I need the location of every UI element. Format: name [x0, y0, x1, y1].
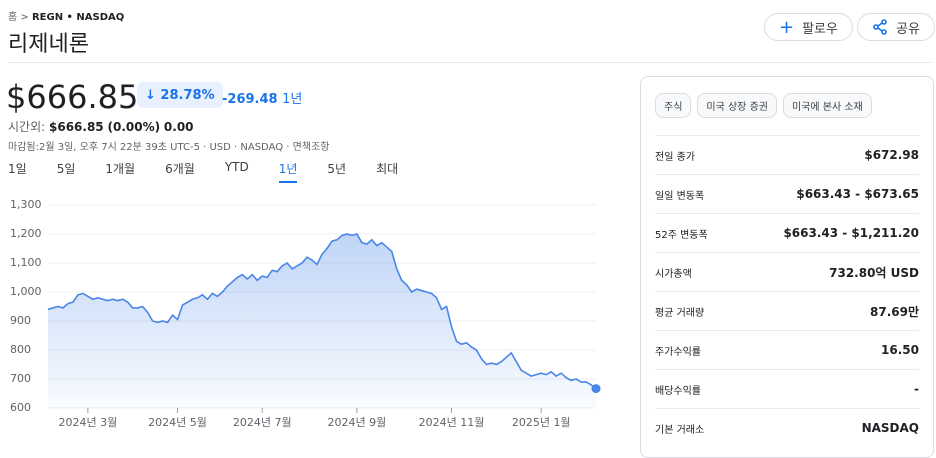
last-point [591, 384, 601, 394]
divider [8, 62, 932, 63]
stat-label: 일일 변동폭 [655, 190, 705, 202]
y-tick-label: 800 [10, 343, 31, 356]
change-period: 1년 [282, 92, 303, 107]
range-tab[interactable]: 5년 [327, 162, 347, 176]
stat-label: 배당수익률 [655, 385, 701, 397]
stat-value: NASDAQ [861, 421, 919, 435]
x-tick-label: 2024년 11월 [419, 416, 485, 429]
x-tick-label: 2024년 3월 [58, 416, 117, 429]
after-hours: 시간외: $666.85 (0.00%) 0.00 [8, 118, 194, 135]
x-tick-label: 2024년 9월 [328, 416, 387, 429]
stat-label: 기본 거래소 [655, 424, 705, 436]
x-tick-label: 2024년 7월 [233, 416, 292, 429]
y-tick-label: 1,100 [10, 256, 42, 269]
pct-text: 28.78% [160, 87, 215, 103]
y-tick-label: 1,300 [10, 198, 42, 211]
stat-value: $663.43 - $673.65 [796, 187, 919, 201]
y-tick-label: 1,200 [10, 227, 42, 240]
stat-row: 전일 종가 $672.98 [655, 135, 919, 174]
stat-row: 배당수익률 - [655, 369, 919, 408]
stat-value: 732.80억 USD [829, 265, 919, 280]
follow-label: 팔로우 [802, 21, 838, 37]
range-tab[interactable]: 최대 [376, 162, 399, 176]
area [48, 234, 596, 408]
stat-value: $663.43 - $1,211.20 [783, 226, 919, 240]
stat-label: 52주 변동폭 [655, 229, 708, 241]
stat-label: 시가총액 [655, 268, 692, 280]
y-tick-label: 900 [10, 314, 31, 327]
stat-value: $672.98 [864, 148, 919, 162]
chip[interactable]: 주식 [655, 93, 692, 118]
breadcrumb: 홈 > REGN • NASDAQ [8, 12, 125, 23]
stat-row: 기본 거래소 NASDAQ [655, 408, 919, 447]
x-tick-label: 2025년 1월 [512, 416, 571, 429]
stat-row: 52주 변동폭 $663.43 - $1,211.20 [655, 213, 919, 252]
stat-value: 16.50 [881, 343, 919, 357]
range-tabs: 1일 5일 1개월 6개월 YTD 1년 5년 최대 [8, 160, 428, 183]
stat-row: 일일 변동폭 $663.43 - $673.65 [655, 174, 919, 213]
change-value: -269.48 [222, 92, 278, 107]
after-label: 시간외: [8, 120, 46, 134]
chips: 주식 미국 상장 증권 미국에 본사 소재 [655, 93, 872, 118]
after-pct: (0.00%) [107, 120, 161, 134]
range-tab[interactable]: 5일 [56, 162, 76, 176]
change-percent: ↓ 28.78% [137, 82, 223, 108]
y-tick-label: 600 [10, 401, 31, 414]
price-line [47, 233, 597, 390]
x-tick-label: 2024년 5월 [148, 416, 207, 429]
home-link[interactable]: 홈 [8, 12, 18, 23]
market-note: 마감됨:2월 3일, 오후 7시 22분 39초 UTC-5 · USD · N… [8, 142, 330, 153]
stat-label: 주가수익률 [655, 346, 701, 358]
range-tab[interactable]: 1년 [278, 160, 298, 183]
page: 홈 > REGN • NASDAQ 리제네론 + 팔로우 공유 $666.85 ↓… [6, 12, 935, 458]
stat-value: 87.69만 [870, 304, 919, 319]
stat-label: 평균 거래량 [655, 307, 705, 319]
after-price: $666.85 [49, 120, 104, 134]
range-tab[interactable]: 1일 [8, 162, 27, 176]
stat-row: 평균 거래량 87.69만 [655, 291, 919, 330]
ticker: REGN • NASDAQ [31, 12, 125, 23]
share-button[interactable]: 공유 [857, 13, 935, 41]
range-tab[interactable]: 6개월 [165, 162, 195, 176]
company-title: 리제네론 [8, 32, 89, 57]
stat-value: - [914, 382, 919, 396]
y-tick-label: 700 [10, 372, 31, 385]
chip[interactable]: 미국 상장 증권 [697, 93, 777, 118]
follow-button[interactable]: + 팔로우 [764, 13, 853, 41]
chart: 600 700 800 900 1,000 1,100 1,200 1,300 2024년 3월… [10, 198, 601, 429]
y-tick-label: 1,000 [10, 285, 42, 298]
price: $666.85 [6, 78, 139, 116]
change: -269.48 1년 [222, 88, 302, 107]
share-label: 공유 [896, 21, 920, 37]
stat-row: 시가총액 732.80억 USD [655, 252, 919, 291]
after-change: 0.00 [163, 120, 194, 134]
range-tab[interactable]: 1개월 [105, 162, 136, 176]
range-tab[interactable]: YTD [224, 160, 249, 174]
chip[interactable]: 미국에 본사 소재 [782, 93, 872, 118]
share-icon [873, 19, 887, 35]
stat-row: 주가수익률 16.50 [655, 330, 919, 369]
stat-label: 전일 종가 [655, 151, 695, 163]
